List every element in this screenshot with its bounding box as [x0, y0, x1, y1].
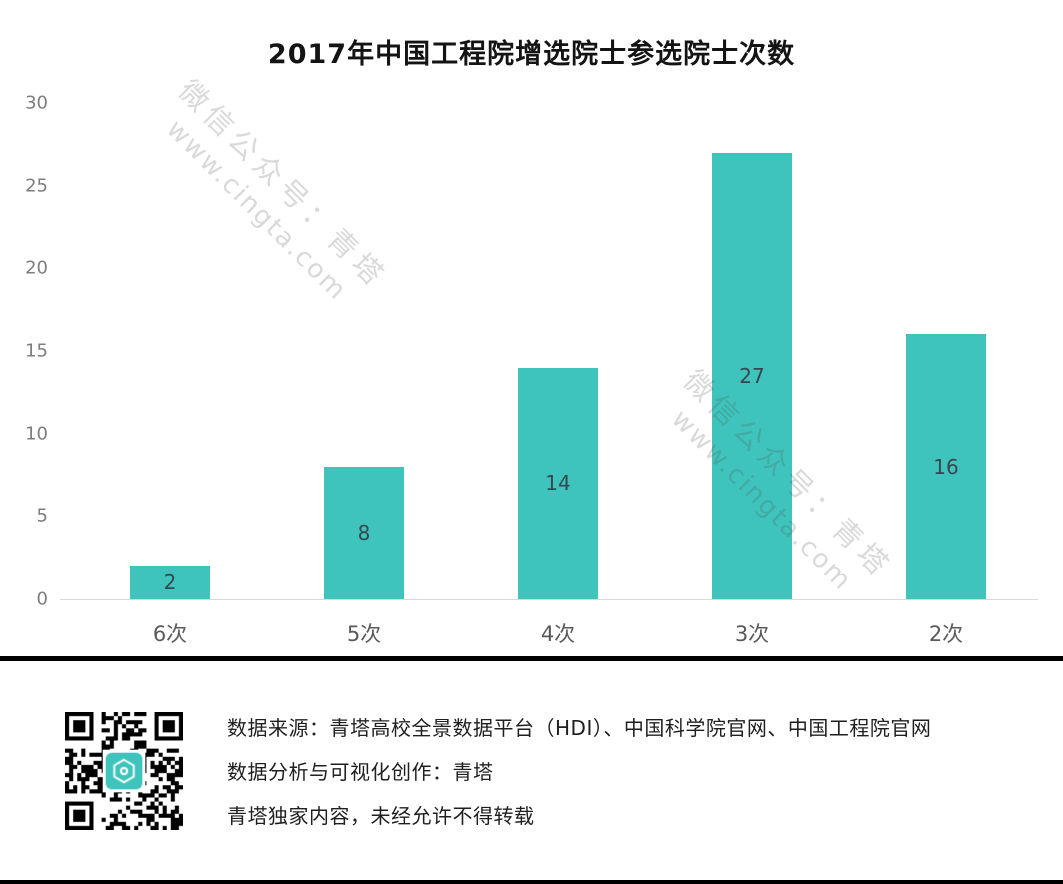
- x-tick-label: 5次: [346, 622, 382, 646]
- data-source-line: 数据来源：青塔高校全景数据平台（HDI）、中国科学院官网、中国工程院官网: [227, 716, 932, 740]
- bar-chart: 2017年中国工程院增选院士参选院士次数 0 5 10 15 20 25 30 2 8 14 27…: [0, 39, 1043, 648]
- y-tick-label: 15: [25, 340, 48, 362]
- copyright-line: 青塔独家内容，未经允许不得转载: [227, 804, 535, 828]
- x-axis-labels: 6次 5次 4次 3次 2次: [73, 618, 1043, 648]
- bar-value-label: 8: [357, 520, 371, 545]
- bar: 2: [130, 565, 210, 599]
- bar-slot: 27: [655, 103, 849, 599]
- y-tick-label: 25: [25, 175, 48, 197]
- chart-title: 2017年中国工程院增选院士参选院士次数: [267, 39, 796, 70]
- bar: 8: [324, 466, 404, 599]
- y-tick-label: 5: [36, 505, 48, 527]
- x-axis-line: [60, 599, 1038, 600]
- footer-text: 数据来源：青塔高校全景数据平台（HDI）、中国科学院官网、中国工程院官网 数据分…: [227, 697, 931, 844]
- bar-slot: 2: [73, 103, 267, 599]
- footer: 数据来源：青塔高校全景数据平台（HDI）、中国科学院官网、中国工程院官网 数据分…: [0, 661, 1063, 884]
- x-tick-label: 6次: [152, 622, 188, 646]
- y-tick-label: 20: [25, 257, 48, 279]
- y-tick-label: 10: [25, 423, 48, 445]
- bar-value-label: 2: [163, 570, 177, 595]
- bar-value-label: 27: [739, 363, 765, 388]
- qr-code: [65, 711, 183, 830]
- bar: 27: [712, 152, 792, 599]
- bar-slot: 16: [849, 103, 1043, 599]
- plot-area: 2 8 14 27 16: [73, 103, 1043, 599]
- bar-value-label: 14: [545, 471, 571, 496]
- bar: 16: [906, 334, 986, 599]
- bar-slot: 8: [267, 103, 461, 599]
- credit-line: 数据分析与可视化创作：青塔: [227, 760, 494, 784]
- y-axis: 0 5 10 15 20 25 30: [0, 93, 58, 610]
- y-tick-label: 30: [25, 92, 48, 114]
- bar-value-label: 16: [933, 454, 959, 479]
- x-tick-label: 4次: [540, 622, 576, 646]
- y-tick-label: 0: [36, 588, 48, 610]
- footer-divider: [0, 656, 1063, 661]
- bar: 14: [518, 367, 598, 599]
- x-tick-label: 2次: [928, 622, 964, 646]
- bar-slot: 14: [461, 103, 655, 599]
- x-tick-label: 3次: [734, 622, 770, 646]
